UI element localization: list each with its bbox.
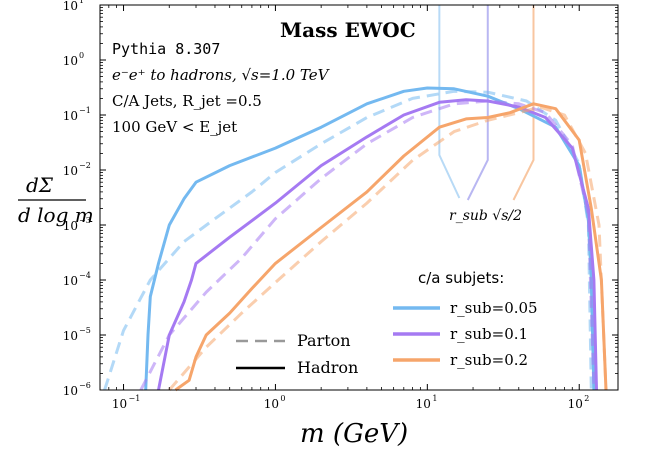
rsub-marker-line-0 [466,5,489,201]
y-tick-exponent: −6 [79,381,91,390]
y-tick-label: 10 [63,219,78,233]
y-tick-exponent: −1 [79,106,91,115]
y-tick-label: 10 [63,0,78,13]
x-tick-label: 10 [112,397,127,411]
series-0-hadron-line [144,86,596,391]
info-block: Pythia 8.307 e⁻e⁺ to hadrons, √s=1.0 TeV… [112,40,331,136]
y-tick-label: 10 [63,109,78,123]
series-1-hadron-line [157,98,598,391]
y-tick-label: 10 [63,274,78,288]
series-1-parton-line [139,99,596,391]
series-2-parton-line [168,105,608,391]
x-tick-exponent: 0 [280,394,285,403]
rsub-marker-line-blue [438,5,461,199]
x-tick-label: 10 [416,397,431,411]
legend-style-label-1: Hadron [297,358,358,377]
legend: c/a subjets: r_sub=0.05r_sub=0.1r_sub=0.… [236,269,538,377]
y-tick-label: 10 [63,54,78,68]
rsub-annotation: r_sub √s/2 [449,208,522,224]
legend-label-0: r_sub=0.05 [450,299,538,317]
x-tick-exponent: −1 [129,394,141,403]
process-label: e⁻e⁺ to hadrons, √s=1.0 TeV [112,66,331,84]
x-axis-label: m (GeV) [300,419,408,449]
plot-layer [103,5,608,392]
generator-label: Pythia 8.307 [112,40,220,58]
y-tick-exponent: 1 [79,0,84,5]
y-tick-label: 10 [63,329,78,343]
x-tick-label: 10 [264,397,279,411]
legend-label-1: r_sub=0.1 [450,325,528,343]
axis-ticks: 10 −610 −510 −410 −310 −210 −110 010 110 −1 10 0 10 1… [63,0,618,411]
rsub-marker-line-1 [512,5,535,201]
plot-frame [99,4,619,391]
x-tick-exponent: 1 [432,394,437,403]
y-tick-exponent: −4 [79,271,91,280]
legend-style-entries: Parton Hadron [236,331,358,377]
y-axis-label: dΣ d log m [18,173,94,227]
x-tick-exponent: 2 [584,394,589,403]
jets-label: C/A Jets, R_jet =0.5 [112,92,262,110]
legend-style-label-0: Parton [297,331,351,350]
y-tick-exponent: −2 [79,161,91,170]
series-2-hadron-line [174,102,608,392]
y-axis-label-denominator: d log m [18,203,94,227]
chart-title: Mass EWOC [280,18,416,42]
y-tick-exponent: 0 [79,51,84,60]
legend-label-2: r_sub=0.2 [450,351,528,369]
y-tick-exponent: −3 [79,216,91,225]
legend-title: c/a subjets: [418,269,504,287]
y-tick-label: 10 [63,164,78,178]
y-tick-label: 10 [63,384,78,398]
legend-series-entries: r_sub=0.05 r_sub=0.1 r_sub=0.2 [393,299,538,369]
x-tick-label: 10 [568,397,583,411]
y-tick-exponent: −5 [79,326,91,335]
y-axis-label-numerator: dΣ [26,173,54,197]
energy-cut-label: 100 GeV < E_jet [112,118,237,136]
